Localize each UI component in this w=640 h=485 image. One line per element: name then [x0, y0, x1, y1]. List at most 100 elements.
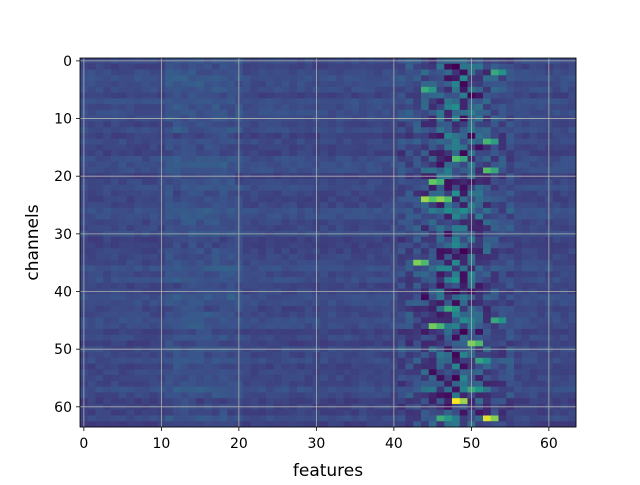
- heatmap-cell: [328, 69, 337, 76]
- heatmap-cell: [320, 282, 329, 290]
- heatmap-cell: [413, 248, 422, 255]
- heatmap-cell: [281, 69, 290, 76]
- heatmap-cell: [196, 305, 205, 313]
- heatmap-cell: [490, 144, 499, 151]
- heatmap-cell: [335, 150, 344, 157]
- heatmap-cell: [87, 69, 96, 76]
- heatmap-cell: [111, 363, 120, 370]
- heatmap-cell: [421, 161, 430, 168]
- heatmap-cell: [366, 132, 375, 140]
- heatmap-cell: [428, 340, 437, 347]
- heatmap-cell: [405, 328, 414, 336]
- heatmap-cell: [134, 305, 143, 313]
- heatmap-cell: [444, 369, 453, 376]
- heatmap-cell: [180, 75, 189, 82]
- heatmap-cell: [568, 63, 577, 70]
- heatmap-cell: [320, 271, 329, 278]
- heatmap-cell: [521, 202, 530, 209]
- heatmap-cell: [87, 63, 96, 70]
- heatmap-cell: [126, 104, 135, 111]
- heatmap-cell: [529, 225, 538, 232]
- heatmap-cell: [227, 63, 236, 70]
- heatmap-cell: [335, 386, 344, 393]
- heatmap-cell: [560, 392, 569, 399]
- heatmap-cell: [459, 98, 468, 105]
- heatmap-cell: [498, 109, 507, 117]
- heatmap-cell: [111, 317, 120, 324]
- heatmap-cell: [529, 254, 538, 261]
- heatmap-cell: [273, 248, 282, 255]
- heatmap-cell: [444, 121, 453, 128]
- heatmap-cell: [428, 375, 437, 382]
- heatmap-cell: [475, 265, 484, 272]
- heatmap-cell: [180, 380, 189, 388]
- heatmap-cell: [289, 421, 298, 428]
- heatmap-cell: [359, 167, 368, 174]
- heatmap-cell: [498, 98, 507, 105]
- heatmap-cell: [180, 317, 189, 324]
- heatmap-cell: [537, 300, 546, 307]
- heatmap-cell: [436, 300, 445, 307]
- heatmap-cell: [149, 196, 158, 203]
- heatmap-cell: [103, 104, 112, 111]
- heatmap-cell: [335, 282, 344, 290]
- heatmap-cell: [421, 242, 430, 249]
- heatmap-cell: [173, 225, 182, 232]
- heatmap-cell: [126, 69, 135, 76]
- heatmap-cell: [134, 213, 143, 220]
- heatmap-cell: [382, 386, 391, 393]
- heatmap-cell: [281, 213, 290, 220]
- heatmap-cell: [428, 127, 437, 134]
- heatmap-cell: [366, 92, 375, 99]
- heatmap-cell: [343, 98, 352, 105]
- heatmap-cell: [405, 202, 414, 209]
- heatmap-cell: [142, 98, 151, 105]
- heatmap-cell: [111, 161, 120, 168]
- heatmap-cell: [211, 375, 220, 382]
- heatmap-cell: [273, 75, 282, 82]
- heatmap-cell: [428, 277, 437, 284]
- heatmap-cell: [552, 323, 561, 330]
- heatmap-cell: [483, 81, 492, 88]
- heatmap-cell: [568, 357, 577, 364]
- heatmap-cell: [304, 202, 313, 209]
- heatmap-cell: [428, 271, 437, 278]
- heatmap-cell: [196, 242, 205, 249]
- heatmap-cell: [227, 357, 236, 364]
- heatmap-cell: [359, 352, 368, 359]
- heatmap-cell: [297, 328, 306, 336]
- heatmap-cell: [266, 92, 275, 99]
- heatmap-cell: [382, 109, 391, 117]
- heatmap-cell: [297, 357, 306, 364]
- heatmap-cell: [351, 305, 360, 313]
- heatmap-cell: [87, 150, 96, 157]
- heatmap-cell: [537, 357, 546, 364]
- heatmap-cell: [428, 380, 437, 388]
- heatmap-cell: [188, 92, 197, 99]
- heatmap-cell: [359, 127, 368, 134]
- heatmap-cell: [475, 352, 484, 359]
- heatmap-cell: [95, 254, 104, 261]
- heatmap-cell: [328, 242, 337, 249]
- heatmap-cell: [258, 92, 267, 99]
- heatmap-cell: [568, 69, 577, 76]
- heatmap-cell: [126, 132, 135, 140]
- heatmap-cell: [173, 167, 182, 174]
- heatmap-cell: [328, 236, 337, 243]
- heatmap-cell: [537, 386, 546, 393]
- heatmap-cell: [459, 357, 468, 364]
- heatmap-cell: [521, 300, 530, 307]
- heatmap-cell: [374, 144, 383, 151]
- heatmap-cell: [258, 156, 267, 163]
- heatmap-cell: [297, 282, 306, 290]
- heatmap-cell: [242, 179, 251, 186]
- heatmap-cell: [87, 75, 96, 82]
- heatmap-cell: [428, 328, 437, 336]
- heatmap-cell: [258, 138, 267, 145]
- heatmap-cell: [568, 196, 577, 203]
- heatmap-cell: [397, 225, 406, 232]
- heatmap-cell: [180, 248, 189, 255]
- heatmap-cell: [560, 138, 569, 145]
- heatmap-cell: [514, 69, 523, 76]
- heatmap-cell: [219, 138, 228, 145]
